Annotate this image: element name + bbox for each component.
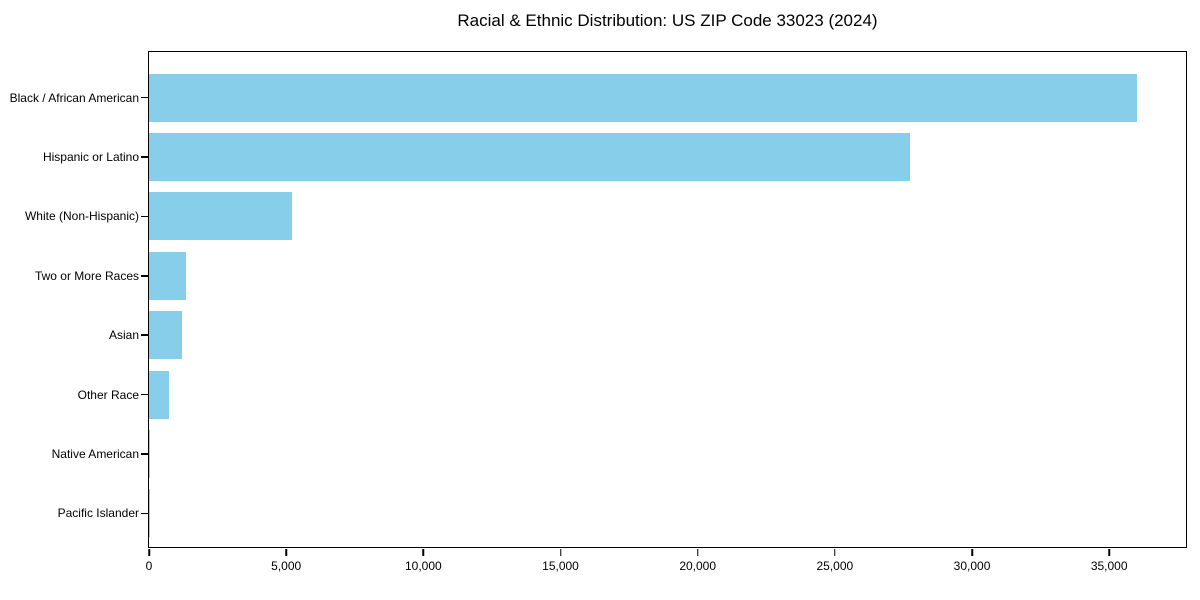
- y-axis-category-label: Other Race: [77, 387, 139, 402]
- y-tick-mark: [140, 334, 148, 336]
- y-tick-mark: [140, 156, 148, 158]
- bar-row: Hispanic or Latino: [43, 127, 1186, 186]
- bar-row: Asian: [109, 306, 1186, 365]
- bar: [149, 311, 182, 360]
- bar: [149, 489, 150, 538]
- x-tick-mark: [1108, 548, 1110, 556]
- y-axis-category-label: Hispanic or Latino: [42, 150, 139, 165]
- bar: [149, 133, 911, 182]
- bar-row: White (Non-Hispanic): [25, 187, 1186, 246]
- x-tick-mark: [422, 548, 425, 556]
- x-tick-label: 20,000: [679, 559, 717, 573]
- x-tick-label: 5,000: [271, 559, 302, 573]
- y-axis-category-label: Two or More Races: [34, 268, 139, 283]
- y-tick-mark: [140, 512, 148, 515]
- bar-row: Pacific Islander: [58, 484, 1186, 543]
- bar: [149, 192, 292, 241]
- bar: [149, 370, 170, 419]
- y-tick-mark: [140, 393, 148, 396]
- x-tick-mark: [971, 548, 973, 556]
- x-tick-mark: [148, 548, 150, 556]
- x-tick-mark: [559, 548, 562, 556]
- y-axis-category-label: Black / African American: [9, 90, 139, 105]
- x-tick-label: 35,000: [1090, 559, 1128, 573]
- y-tick-mark: [140, 275, 148, 277]
- chart-title: Racial & Ethnic Distribution: US ZIP Cod…: [457, 11, 878, 30]
- bar-row: Other Race: [78, 365, 1186, 424]
- x-tick-label: 0: [145, 559, 153, 573]
- y-axis-category-label: White (Non-Hispanic): [24, 209, 139, 224]
- bar-row: Two or More Races: [35, 246, 1186, 305]
- y-tick-mark: [140, 453, 148, 455]
- y-tick-mark: [140, 215, 148, 218]
- x-tick-label: 15,000: [542, 559, 579, 573]
- x-tick-mark: [285, 548, 287, 556]
- x-tick-mark: [696, 548, 699, 556]
- y-axis-category-label: Asian: [108, 328, 139, 343]
- x-tick-label: 25,000: [816, 559, 854, 573]
- bar-row: Native American: [52, 424, 1186, 483]
- bar-row: Black / African American: [10, 68, 1186, 127]
- bar: [149, 251, 187, 300]
- x-tick-label: 30,000: [953, 559, 991, 573]
- x-tick-label: 10,000: [404, 559, 442, 573]
- bar: [149, 73, 1137, 122]
- plot-area: Black / African American Hispanic or Lati…: [10, 51, 1187, 573]
- bar: [149, 429, 151, 478]
- y-axis-category-label: Pacific Islander: [57, 506, 139, 521]
- bars-container: Black / African American Hispanic or Lati…: [10, 52, 1186, 547]
- y-tick-mark: [140, 96, 148, 99]
- x-tick-mark: [834, 548, 836, 556]
- y-axis-category-label: Native American: [51, 446, 139, 461]
